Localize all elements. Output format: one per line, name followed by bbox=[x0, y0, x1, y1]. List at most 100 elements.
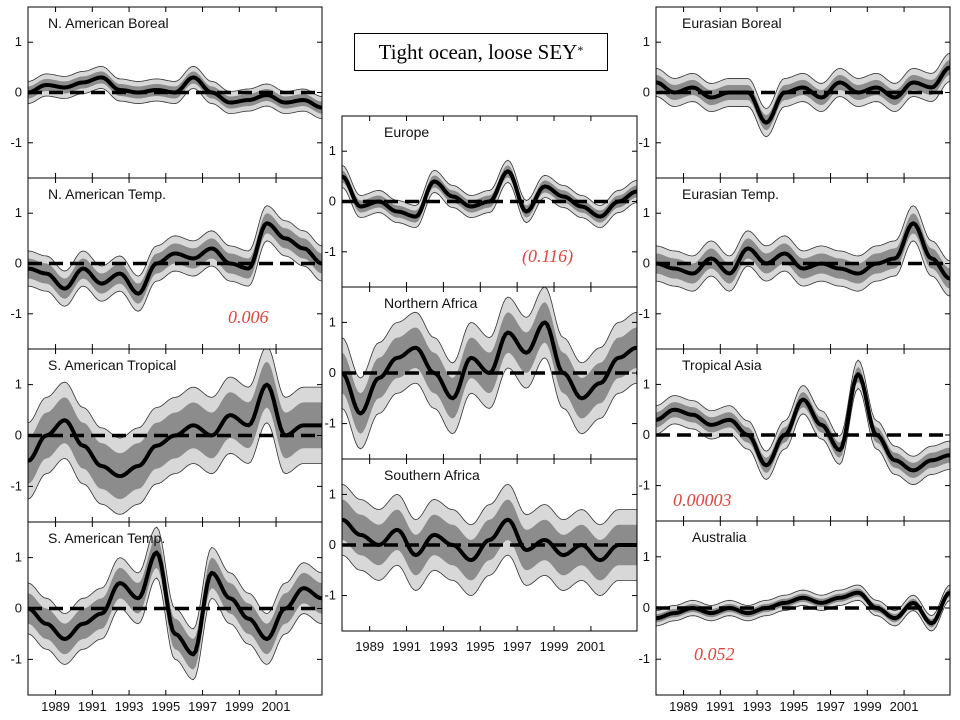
series-line bbox=[656, 221, 950, 281]
significance-annotation: 0.00003 bbox=[673, 490, 732, 510]
panel-title: Northern Africa bbox=[384, 295, 478, 311]
y-tick-label: 1 bbox=[15, 550, 22, 565]
panel-plot-area bbox=[656, 52, 950, 138]
uncertainty-band-outer bbox=[656, 205, 950, 297]
y-tick-label: -1 bbox=[10, 306, 22, 321]
series-line bbox=[656, 372, 950, 473]
series-line bbox=[342, 517, 637, 563]
panel-title: S. American Temp. bbox=[48, 530, 165, 546]
y-tick-label: 1 bbox=[15, 34, 22, 49]
panel-plot-area bbox=[656, 205, 950, 297]
panel-plot-area bbox=[28, 205, 322, 312]
panel-title: S. American Tropical bbox=[48, 357, 176, 373]
significance-annotation: 0.052 bbox=[694, 644, 735, 664]
uncertainty-band-inner bbox=[342, 165, 637, 223]
x-tick-label: 1995 bbox=[466, 639, 495, 654]
panel-plot-area bbox=[28, 65, 322, 120]
x-tick-label: 1993 bbox=[743, 699, 772, 714]
panel-plot-area bbox=[342, 287, 637, 450]
y-tick-label: -1 bbox=[10, 478, 22, 493]
x-tick-label: 1995 bbox=[151, 699, 180, 714]
y-tick-label: -1 bbox=[10, 135, 22, 150]
x-tick-label: 2001 bbox=[890, 699, 919, 714]
panel-title: N. American Boreal bbox=[48, 15, 169, 31]
x-tick-label: 1989 bbox=[355, 639, 384, 654]
panel-title: N. American Temp. bbox=[48, 186, 166, 202]
y-tick-label: -1 bbox=[324, 416, 336, 431]
x-tick-label: 1999 bbox=[853, 699, 882, 714]
y-tick-label: 1 bbox=[643, 549, 650, 564]
x-tick-label: 1989 bbox=[669, 699, 698, 714]
y-tick-label: -1 bbox=[638, 651, 650, 666]
uncertainty-band-inner bbox=[656, 366, 950, 478]
panel-6: 1 0 -1 1989 1991 1993 1995 1997 1999 2001 Southern… bbox=[324, 458, 638, 654]
uncertainty-band-outer bbox=[656, 52, 950, 138]
series-line bbox=[656, 590, 950, 626]
series-line bbox=[342, 320, 637, 416]
panel-plot-area bbox=[342, 159, 637, 229]
panel-plot-area bbox=[28, 526, 322, 681]
y-tick-label: 0 bbox=[643, 256, 650, 271]
uncertainty-band-inner bbox=[28, 213, 322, 304]
series-line bbox=[28, 550, 322, 657]
y-tick-label: -1 bbox=[638, 306, 650, 321]
x-tick-label: 1989 bbox=[41, 699, 70, 714]
y-tick-label: -1 bbox=[324, 588, 336, 603]
panel-title: Tropical Asia bbox=[682, 357, 762, 373]
panel-5: 1 0 -1 Northern Africa bbox=[324, 286, 638, 460]
panel-plot-area bbox=[656, 359, 950, 485]
y-tick-label: 1 bbox=[643, 376, 650, 391]
significance-annotation: (0.116) bbox=[522, 246, 573, 267]
panel-title: Southern Africa bbox=[384, 467, 480, 483]
series-line bbox=[28, 75, 322, 110]
x-tick-label: 1999 bbox=[225, 699, 254, 714]
x-tick-label: 1999 bbox=[540, 639, 569, 654]
series-line bbox=[656, 65, 950, 125]
significance-annotation: 0.006 bbox=[228, 307, 269, 327]
y-tick-label: 1 bbox=[15, 377, 22, 392]
x-tick-label: 2001 bbox=[262, 699, 291, 714]
y-tick-label: 0 bbox=[15, 85, 22, 100]
x-tick-label: 1991 bbox=[706, 699, 735, 714]
x-tick-label: 2001 bbox=[576, 639, 605, 654]
y-tick-label: 1 bbox=[329, 314, 336, 329]
figure-title-box: Tight ocean, loose SEY * bbox=[354, 33, 608, 71]
y-tick-label: 1 bbox=[329, 143, 336, 158]
uncertainty-band-inner bbox=[28, 537, 322, 670]
y-tick-label: -1 bbox=[638, 478, 650, 493]
y-tick-label: 0 bbox=[643, 427, 650, 442]
y-tick-label: 1 bbox=[15, 205, 22, 220]
panel-2: 1 0 -1 S. American Tropical bbox=[10, 348, 323, 523]
y-tick-label: 0 bbox=[15, 601, 22, 616]
panel-1: 1 0 -1 N. American Temp. 0.006 bbox=[10, 177, 323, 350]
uncertainty-band-outer bbox=[28, 526, 322, 681]
series-line bbox=[342, 169, 637, 219]
y-tick-label: 1 bbox=[643, 34, 650, 49]
x-tick-label: 1995 bbox=[779, 699, 808, 714]
panel-9: 1 0 -1 Tropical Asia 0.00003 bbox=[638, 348, 951, 522]
uncertainty-band-inner bbox=[656, 213, 950, 289]
y-tick-label: -1 bbox=[324, 244, 336, 259]
panel-0: 1 0 -1 N. American Boreal bbox=[10, 6, 323, 179]
uncertainty-band-inner bbox=[342, 302, 637, 434]
y-tick-label: 0 bbox=[643, 600, 650, 615]
x-tick-label: 1991 bbox=[78, 699, 107, 714]
y-tick-label: 0 bbox=[15, 256, 22, 271]
panel-title: Eurasian Temp. bbox=[682, 186, 779, 202]
y-tick-label: 0 bbox=[329, 537, 336, 552]
panel-10: 1 0 -1 1989 1991 1993 1995 1997 1999 2001 Australi… bbox=[638, 520, 951, 714]
y-tick-label: 0 bbox=[15, 428, 22, 443]
y-tick-label: 0 bbox=[329, 194, 336, 209]
panel-plot-area bbox=[28, 349, 322, 515]
x-tick-label: 1993 bbox=[115, 699, 144, 714]
y-tick-label: -1 bbox=[638, 135, 650, 150]
panel-3: 1 0 -1 1989 1991 1993 1995 1997 1999 2001 S. Ameri… bbox=[10, 521, 323, 714]
x-tick-label: 1997 bbox=[188, 699, 217, 714]
series-line bbox=[28, 221, 322, 296]
figure-title: Tight ocean, loose SEY bbox=[378, 39, 578, 64]
y-tick-label: -1 bbox=[10, 651, 22, 666]
y-tick-label: 1 bbox=[329, 486, 336, 501]
x-tick-label: 1991 bbox=[392, 639, 421, 654]
y-tick-label: 0 bbox=[329, 365, 336, 380]
